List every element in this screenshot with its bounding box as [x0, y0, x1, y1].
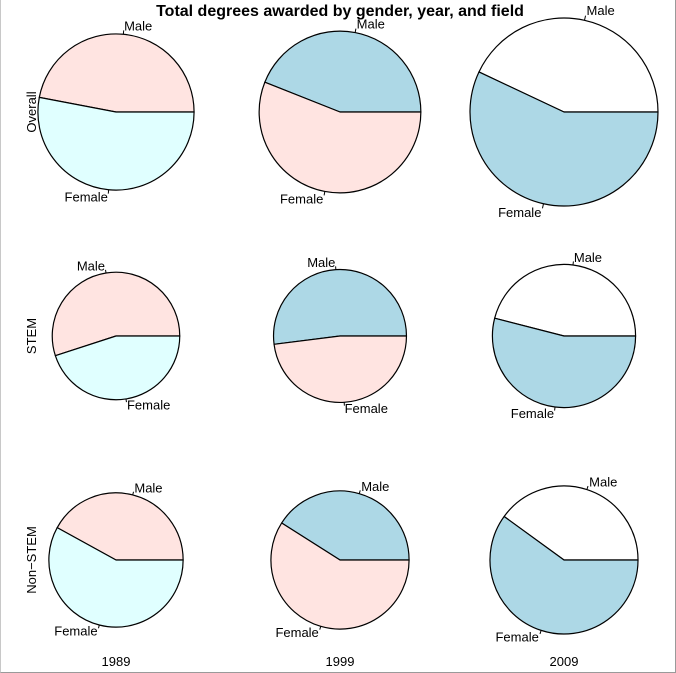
- pie-stem-1989-tick-male: [105, 269, 107, 274]
- pie-stem-1999-label-male: Male: [307, 255, 335, 270]
- pie-stem-1989-label-female: Female: [127, 397, 170, 412]
- pie-overall-1989: Male Female: [37, 18, 195, 205]
- pie-overall-2009-label-male: Male: [587, 3, 615, 18]
- pie-non-stem-1989-tick-female: [97, 624, 100, 629]
- row-label-non-stem: Non−STEM: [24, 526, 39, 594]
- pie-non-stem-1989-slice-female: [48, 527, 184, 628]
- pie-non-stem-1989-tick-male: [132, 491, 135, 496]
- pie-overall-1989-slice-male: [38, 33, 195, 113]
- pie-overall-2009-tick-male: [584, 15, 587, 21]
- pie-stem-2009-slice-female: [491, 317, 637, 409]
- pie-overall-1999-tick-female: [323, 191, 326, 196]
- pie-overall-2009-tick-female: [541, 203, 544, 209]
- pie-overall-1999-label-female: Female: [280, 191, 323, 206]
- pie-overall-2009-label-female: Female: [498, 205, 541, 220]
- pie-stem-1989-slice-female: [54, 335, 181, 401]
- pie-overall-1999: Male Female: [258, 17, 422, 206]
- column-label-1989: 1989: [102, 654, 131, 669]
- column-label-1999: 1999: [326, 654, 355, 669]
- pie-overall-1999-slice-male: [264, 30, 422, 113]
- pie-group: Male Female Male Female Male Female Male Female…: [37, 3, 659, 644]
- pie-non-stem-1989-label-female: Female: [54, 624, 97, 639]
- pie-overall-1989-label-female: Female: [65, 190, 108, 205]
- pie-non-stem-1999: Male Female: [270, 479, 410, 640]
- pie-non-stem-2009-label-female: Female: [495, 629, 538, 644]
- pie-stem-1999-slice-male: [272, 268, 408, 345]
- pie-non-stem-1999-label-male: Male: [361, 479, 389, 494]
- pie-overall-2009-slice-male: [478, 17, 659, 113]
- row-label-overall: Overall: [24, 91, 39, 132]
- pie-overall-2009: Male Female: [469, 3, 659, 220]
- pie-non-stem-1989: Male Female: [48, 480, 184, 639]
- pie-overall-1999-tick-male: [354, 28, 357, 33]
- pie-stem-1989-tick-female: [125, 398, 127, 403]
- pie-non-stem-1999-slice-female: [270, 522, 410, 630]
- pie-non-stem-2009-tick-male: [586, 485, 589, 490]
- pie-stem-1999-slice-female: [273, 335, 408, 404]
- pie-stem-2009-label-female: Female: [511, 406, 554, 421]
- pie-non-stem-2009-tick-female: [539, 630, 542, 635]
- pie-non-stem-1999-tick-male: [358, 490, 361, 494]
- pie-stem-1999: Male Female: [272, 255, 408, 416]
- chart-title: Total degrees awarded by gender, year, a…: [156, 3, 524, 20]
- pie-non-stem-1999-label-female: Female: [275, 625, 318, 640]
- pie-non-stem-2009-label-male: Male: [589, 475, 617, 490]
- pie-stem-1989-label-male: Male: [77, 259, 105, 274]
- pie-stem-1989: Male Female: [51, 259, 181, 412]
- pie-stem-2009: Male Female: [491, 250, 637, 421]
- pie-overall-1989-label-male: Male: [124, 18, 152, 33]
- row-label-stem: STEM: [24, 318, 39, 354]
- column-label-2009: 2009: [550, 654, 579, 669]
- pie-stem-2009-label-male: Male: [574, 250, 602, 265]
- pie-overall-1999-label-male: Male: [357, 17, 385, 32]
- pie-non-stem-2009: Male Female: [489, 475, 639, 644]
- pie-non-stem-1989-label-male: Male: [134, 480, 162, 495]
- pie-non-stem-2009-slice-female: [489, 515, 639, 635]
- pie-stem-1999-label-female: Female: [345, 401, 388, 416]
- pie-non-stem-1999-tick-female: [319, 626, 322, 630]
